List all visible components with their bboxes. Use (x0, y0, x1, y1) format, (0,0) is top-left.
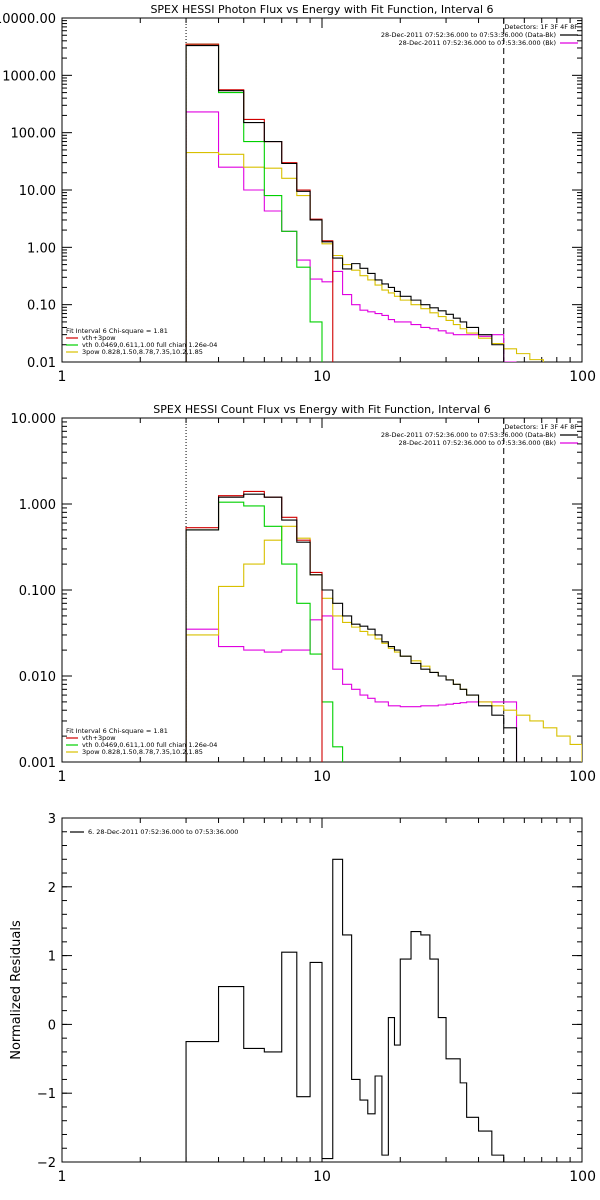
series-line-1 (185, 858, 505, 1162)
y-tick-label: −2 (37, 1156, 56, 1171)
legend-header: Detectors: 1F 3F 4F 8F (504, 23, 578, 31)
x-tick-label: 10 (313, 1169, 331, 1185)
y-tick-label: 0.100 (19, 584, 56, 599)
x-tick-label: 100 (569, 369, 596, 385)
panel-2: SPEX HESSI Count Flux vs Energy with Fit… (11, 403, 597, 785)
panel-1: SPEX HESSI Photon Flux vs Energy with Fi… (0, 3, 596, 385)
series-line-3 (185, 43, 334, 362)
y-tick-label: −1 (37, 1087, 56, 1102)
chart-title: SPEX HESSI Count Flux vs Energy with Fit… (153, 403, 490, 416)
legend-header: Detectors: 1F 3F 4F 8F (504, 423, 578, 431)
panel-3: 1 10 100 −2 −1 0 1 2 3 Normalized Residuals 6. 28-… (9, 812, 596, 1185)
series-group (185, 858, 505, 1162)
x-tick-label: 100 (569, 1169, 596, 1185)
x-tick-label: 10 (313, 369, 331, 385)
series-line-2 (185, 43, 334, 362)
legend-entry-label: 6. 28-Dec-2011 07:52:36.000 to 07:53:36.… (88, 828, 238, 836)
legend-entry-label: vth+3pow (82, 334, 116, 342)
y-tick-label: 0.001 (19, 756, 56, 771)
legend-top: 6. 28-Dec-2011 07:52:36.000 to 07:53:36.… (70, 828, 238, 836)
y-tick-label: 3 (48, 812, 56, 827)
series-group (185, 43, 558, 362)
y-tick-label: 10000.00 (0, 12, 56, 27)
series-group (185, 490, 582, 762)
x-tick-label: 1 (58, 1169, 67, 1185)
legend-header: Fit Interval 6 Chi-square = 1.81 (66, 727, 168, 735)
y-tick-label: 10.000 (11, 412, 57, 427)
legend-entry-label: 28-Dec-2011 07:52:36.000 to 07:53:36.000… (399, 439, 557, 447)
series-line-5 (185, 615, 518, 762)
legend-entry-label: 3pow 0.828,1.50,8.78,7.35,10.2,1.85 (82, 348, 203, 356)
legend-entry-label: 28-Dec-2011 07:52:36.000 to 07:53:36.000… (381, 31, 556, 39)
y-tick-label: 1.00 (27, 241, 56, 256)
legend-bottom: Fit Interval 6 Chi-square = 1.81vth+3pow… (66, 327, 217, 356)
legend-entry-label: 28-Dec-2011 07:52:36.000 to 07:53:36.000… (399, 39, 557, 47)
y-tick-label: 1.000 (19, 498, 56, 513)
y-axis-label: Normalized Residuals (9, 920, 24, 1060)
legend-entry-label: 3pow 0.828,1.50,8.78,7.35,10.2,1.85 (82, 748, 203, 756)
y-tick-label: 0.10 (27, 299, 56, 314)
y-tick-label: 1 (48, 950, 56, 965)
series-line-4 (185, 152, 558, 362)
legend-entry-label: vth 0.0469,0.611,1.00 full chian 1.26e-0… (82, 341, 217, 349)
y-tick-label: 100.00 (11, 127, 57, 142)
series-line-2 (185, 490, 323, 762)
y-tick-label: 1000.00 (2, 69, 56, 84)
x-tick-label: 100 (569, 769, 596, 785)
y-tick-label: 10.00 (19, 184, 56, 199)
legend-entry-label: 28-Dec-2011 07:52:36.000 to 07:53:36.000… (381, 431, 556, 439)
legend-bottom: Fit Interval 6 Chi-square = 1.81vth+3pow… (66, 727, 217, 756)
series-line-3 (185, 501, 344, 762)
legend-entry-label: vth 0.0469,0.611,1.00 full chian 1.26e-0… (82, 741, 217, 749)
y-tick-label: 0 (48, 1018, 56, 1033)
x-tick-label: 10 (313, 769, 331, 785)
x-tick-label: 1 (58, 769, 67, 785)
y-tick-label: 0.010 (19, 670, 56, 685)
y-tick-label: 0.01 (27, 356, 56, 371)
chart-title: SPEX HESSI Photon Flux vs Energy with Fi… (150, 3, 493, 16)
y-tick-label: 2 (48, 881, 56, 896)
legend-entry-label: vth+3pow (82, 734, 116, 742)
x-tick-label: 1 (58, 369, 67, 385)
series-line-4 (185, 525, 582, 762)
series-line-1 (185, 493, 518, 762)
series-line-1 (185, 45, 505, 362)
legend-header: Fit Interval 6 Chi-square = 1.81 (66, 327, 168, 335)
